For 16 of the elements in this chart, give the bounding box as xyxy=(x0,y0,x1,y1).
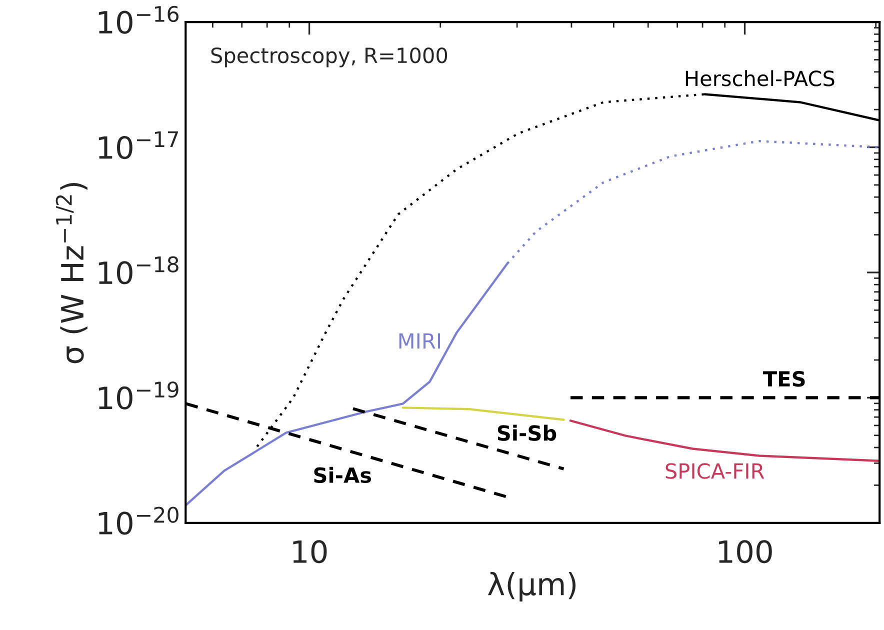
y-axis-title: σ (W Hz$^{−1/2}$) xyxy=(56,182,88,364)
series-label: Si-As xyxy=(314,466,372,484)
y-tick-label: 10$^{−17}$ xyxy=(98,131,178,160)
y-tick-label: 10$^{−19}$ xyxy=(98,381,178,410)
series-label: Si-Sb xyxy=(498,424,556,441)
annotation: Spectroscopy, R=1000 xyxy=(211,47,448,68)
series-label: TES xyxy=(762,370,805,387)
y-tick-label: 10$^{−20}$ xyxy=(98,506,178,535)
series-label: SPICA-FIR xyxy=(666,463,764,479)
y-tick-label: 10$^{−16}$ xyxy=(98,6,178,34)
y-tick-label: 10$^{−18}$ xyxy=(98,256,178,284)
series-label: MIRI xyxy=(399,333,440,349)
x-tick-label: 10 xyxy=(293,540,327,564)
x-tick-label: 100 xyxy=(718,540,772,564)
series-label: Herschel-PACS xyxy=(686,70,834,86)
x-axis-title: λ(μm) xyxy=(488,572,576,602)
